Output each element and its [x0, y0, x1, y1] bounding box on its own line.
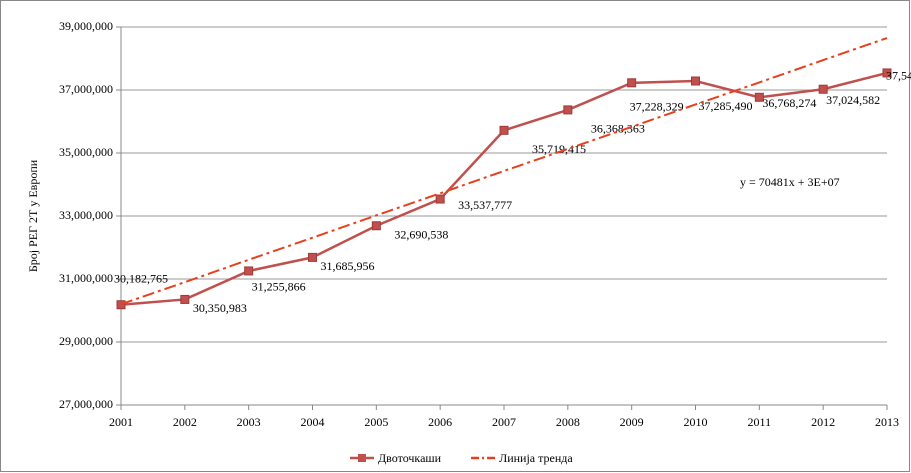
x-tick-label: 2007 — [492, 415, 516, 429]
marker — [371, 221, 381, 231]
x-tick-label: 2004 — [301, 415, 325, 429]
data-label: 31,685,956 — [321, 259, 375, 273]
marker — [754, 92, 764, 102]
marker — [627, 78, 637, 88]
x-tick-label: 2010 — [684, 415, 708, 429]
data-label: 33,537,777 — [458, 198, 512, 212]
x-tick-label: 2009 — [620, 415, 644, 429]
x-tick-label: 2002 — [173, 415, 197, 429]
data-label: 36,768,274 — [762, 96, 816, 110]
x-tick-label: 2013 — [875, 415, 899, 429]
legend-label: Двоточкаши — [378, 451, 442, 465]
data-label: 37,228,329 — [630, 100, 684, 114]
y-tick-label: 27,000,000 — [59, 397, 113, 411]
data-label: 31,255,866 — [252, 280, 306, 294]
y-axis-label: Број РЕГ 2Т у Европи — [26, 159, 40, 272]
marker — [882, 68, 892, 78]
marker — [308, 252, 317, 262]
marker — [499, 125, 509, 135]
trend-equation: y = 70481x + 3E+07 — [740, 175, 840, 189]
legend-marker — [358, 454, 366, 462]
marker — [116, 300, 126, 310]
y-tick-label: 35,000,000 — [59, 145, 113, 159]
marker — [244, 266, 254, 276]
trend-line — [120, 37, 888, 306]
y-tick-label: 33,000,000 — [59, 208, 113, 222]
data-label: 37,024,582 — [826, 93, 880, 107]
data-label: 30,350,983 — [193, 301, 247, 315]
x-tick-label: 2005 — [364, 415, 388, 429]
y-tick-label: 31,000,000 — [59, 271, 113, 285]
marker — [691, 76, 700, 86]
x-tick-label: 2011 — [748, 415, 772, 429]
data-label: 37,541,888 — [886, 69, 911, 83]
x-tick-label: 2003 — [237, 415, 261, 429]
y-tick-label: 29,000,000 — [59, 334, 113, 348]
legend-label: Линија тренда — [499, 451, 573, 465]
data-label: 32,690,538 — [394, 227, 448, 241]
data-label: 30,182,765 — [114, 271, 168, 285]
data-label: 37,285,490 — [699, 99, 753, 113]
y-tick-label: 39,000,000 — [59, 19, 113, 33]
x-tick-label: 2012 — [811, 415, 835, 429]
data-label: 36,368,363 — [591, 122, 645, 136]
marker — [435, 194, 445, 204]
x-tick-label: 2006 — [428, 415, 452, 429]
x-tick-label: 2001 — [109, 415, 133, 429]
marker — [563, 105, 573, 115]
x-tick-label: 2008 — [556, 415, 580, 429]
marker — [818, 84, 828, 94]
data-label: 35,719,415 — [532, 142, 586, 156]
y-tick-label: 37,000,000 — [59, 82, 113, 96]
marker — [180, 294, 190, 304]
